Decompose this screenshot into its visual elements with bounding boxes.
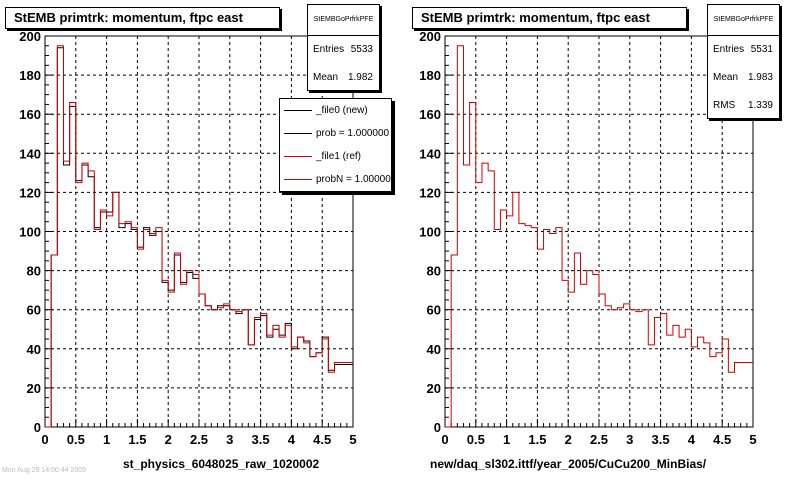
left-x-tick-label: 0.5 [67, 432, 85, 447]
right-x-tick-label: 0 [441, 432, 448, 447]
left-x-tick-label: 3 [226, 432, 233, 447]
right-stats-mean-label: Mean [713, 72, 739, 83]
left-x-tick-label: 4.5 [313, 432, 331, 447]
legend-entry-prob: prob = 1.000000 [280, 122, 391, 145]
right-stats-rms-row: RMS 1.339 [708, 92, 779, 120]
right-plot-title: StEMB primtrk: momentum, ftpc east [412, 7, 687, 29]
right-stats-rms-label: RMS [713, 100, 736, 111]
right-y-tick-label: 160 [419, 107, 441, 122]
right-y-tick-label: 120 [419, 185, 441, 200]
left-x-tick-label: 2 [165, 432, 172, 447]
right-stats-box: StEMBGoPrfrkPFE Entries 5531 Mean 1.983 … [707, 4, 780, 119]
right-stats-entries-row: Entries 5531 [708, 36, 779, 64]
right-x-tick-label: 3 [626, 432, 633, 447]
right-y-tick-label: 20 [427, 381, 441, 396]
left-series-1 [45, 45, 353, 428]
right-y-tick-label: 180 [419, 68, 441, 83]
left-stats-entries-row: Entries 5533 [308, 36, 379, 64]
footer-timestamp: Mon Aug 29 14:00:44 2005 [2, 467, 87, 474]
left-y-tick-label: 20 [27, 381, 41, 396]
left-plot-area: 0 0.5 1 1.5 2 2.5 3 3.5 4 4.5 5 0 20 40 60 80 100 120 140 1… [19, 29, 356, 447]
right-stats-mean-row: Mean 1.983 [708, 64, 779, 92]
left-y-tick-label: 0 [34, 420, 41, 435]
legend-swatch-prob [284, 133, 312, 134]
left-x-tick-label: 1 [103, 432, 110, 447]
legend-label-file0: _file0 (new) [316, 105, 368, 116]
left-x-tick-label: 2.5 [190, 432, 208, 447]
left-y-tick-label: 40 [27, 342, 41, 357]
left-y-tick-label: 140 [19, 146, 41, 161]
right-y-tick-label: 0 [434, 420, 441, 435]
right-x-tick-label: 4.5 [713, 432, 731, 447]
left-plot-title-text: StEMB primtrk: momentum, ftpc east [14, 10, 243, 25]
right-series-0 [445, 45, 753, 428]
left-x-tick-label: 1.5 [128, 432, 146, 447]
left-stats-entries-label: Entries [313, 44, 345, 55]
left-stats-entries-value: 5533 [350, 44, 373, 55]
right-x-axis-title: new/daq_sl302.ittf/year_2005/CuCu200_Min… [430, 457, 707, 471]
left-x-tick-label: 4 [288, 432, 296, 447]
right-y-tick-label: 140 [419, 146, 441, 161]
legend-label-file1: _file1 (ref) [316, 151, 362, 162]
left-stats-mean-value: 1.982 [347, 72, 373, 83]
left-stats-name: StEMBGoPrfrkPFE [308, 5, 379, 36]
left-stats-mean-row: Mean 1.982 [308, 64, 379, 92]
right-stats-rms-value: 1.339 [747, 100, 773, 111]
legend-swatch-file0 [284, 110, 312, 111]
right-x-tick-label: 0.5 [467, 432, 485, 447]
right-y-tick-label: 100 [419, 225, 441, 240]
right-y-tick-label: 200 [419, 29, 441, 44]
legend-label-prob: prob = 1.000000 [316, 128, 390, 139]
left-y-tick-label: 80 [27, 264, 41, 279]
right-x-tick-label: 2.5 [590, 432, 608, 447]
left-stats-mean-label: Mean [313, 72, 339, 83]
left-plot-title: StEMB primtrk: momentum, ftpc east [5, 7, 280, 29]
left-x-axis-title: st_physics_6048025_raw_1020002 [123, 457, 320, 471]
legend-entry-probn: probN = 1.000000 [280, 168, 391, 191]
right-plot-title-text: StEMB primtrk: momentum, ftpc east [421, 10, 650, 25]
left-legend: _file0 (new) prob = 1.000000 _file1 (ref… [279, 98, 392, 192]
left-y-tick-label: 200 [19, 29, 41, 44]
left-stats-box: StEMBGoPrfrkPFE Entries 5533 Mean 1.982 [307, 4, 380, 91]
left-x-tick-label: 0 [41, 432, 48, 447]
left-y-tick-label: 100 [19, 225, 41, 240]
right-y-tick-label: 80 [427, 264, 441, 279]
left-x-tick-label: 3.5 [252, 432, 270, 447]
right-plot-area: 0 0.5 1 1.5 2 2.5 3 3.5 4 4.5 5 0 20 40 60 80 100 120 140 1… [419, 29, 756, 447]
legend-swatch-probn [284, 179, 312, 180]
right-x-tick-label: 2 [565, 432, 572, 447]
left-y-tick-label: 120 [19, 185, 41, 200]
left-x-tick-label: 5 [349, 432, 356, 447]
right-stats-entries-value: 5531 [750, 44, 773, 55]
right-x-tick-label: 3.5 [652, 432, 670, 447]
legend-entry-file1: _file1 (ref) [280, 145, 391, 168]
right-y-tick-label: 40 [427, 342, 441, 357]
right-stats-entries-label: Entries [713, 44, 745, 55]
legend-swatch-file1 [284, 156, 312, 157]
right-stats-mean-value: 1.983 [747, 72, 773, 83]
right-y-tick-label: 60 [427, 303, 441, 318]
right-x-tick-label: 4 [688, 432, 696, 447]
legend-entry-file0: _file0 (new) [280, 99, 391, 122]
right-x-tick-label: 1.5 [528, 432, 546, 447]
right-stats-name: StEMBGoPrfrkPFE [708, 5, 779, 36]
legend-label-probn: probN = 1.000000 [316, 174, 392, 185]
left-y-tick-label: 180 [19, 68, 41, 83]
left-y-tick-label: 60 [27, 303, 41, 318]
right-x-tick-label: 1 [503, 432, 510, 447]
right-x-tick-label: 5 [749, 432, 756, 447]
left-y-tick-label: 160 [19, 107, 41, 122]
